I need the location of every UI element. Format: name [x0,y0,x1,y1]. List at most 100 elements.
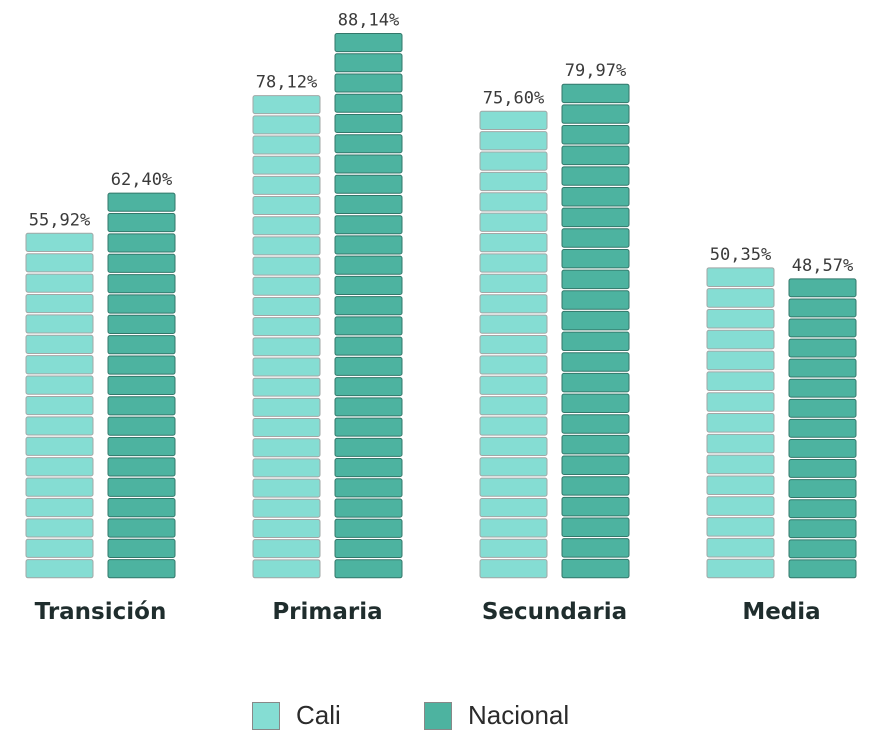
bar-tile [788,559,857,579]
bar-tile [334,53,403,73]
bar-tile [25,273,94,293]
bar-tile [706,288,775,308]
bar-tile [25,559,94,579]
bar-tile [788,358,857,378]
bar-tile [479,396,548,416]
category-label: Transición [35,599,167,625]
data-label-nacional-1: 62,40% [111,170,172,190]
data-label-nacional-4: 48,57% [792,256,853,276]
bar-tile [107,355,176,375]
bar-tile [561,434,630,455]
bar-tile [107,457,176,477]
bar-tile [479,131,548,151]
bar-tile [561,166,630,186]
bar-tile [479,436,548,457]
bar-tile [252,296,321,316]
bar-tile [334,458,403,478]
bar-tile [334,73,403,93]
bar-tile [561,455,630,476]
bar-tile [107,294,176,314]
bar-tile [252,337,321,357]
bar-tile [561,496,630,517]
bar-tile [334,539,403,559]
bar-tile [479,294,548,314]
bar-tile [479,355,548,375]
bar-tile [107,253,176,273]
bar-tile [252,256,321,276]
bar-tile [479,416,548,436]
bar-tile [788,539,857,559]
bar-tile [561,83,630,104]
bar-tile [479,559,548,579]
bar-tile [479,212,548,232]
bar-tile [334,559,403,579]
bar-tile [479,110,548,130]
bar-tile [706,517,775,537]
bar-tile [561,228,630,248]
bar-tile [561,269,630,290]
bar-tile [334,275,403,295]
bar-tile [334,296,403,316]
bar-cali-2 [252,95,321,579]
bar-tile [788,318,857,338]
bar-tile [706,496,775,516]
bar-tile [252,115,321,135]
bar-tile [25,477,94,497]
bar-tile [788,438,857,458]
bar-tile [561,248,630,269]
bar-tile [479,334,548,355]
bar-tile [479,477,548,497]
bar-tile [252,559,321,579]
bar-tile [561,352,630,372]
bar-tile [252,478,321,498]
bar-tile [788,479,857,498]
bar-tile [706,475,775,496]
bar-tile [706,413,775,433]
legend-label-nacional: Nacional [468,700,570,730]
bar-tile [479,273,548,293]
bar-tile [107,314,176,334]
bar-tile [788,338,857,358]
bar-tile [788,459,857,478]
bar-tile [334,235,403,255]
data-label-nacional-2: 88,14% [338,11,399,31]
bar-tile [252,377,321,397]
bar-tile [107,192,176,212]
bar-tile [479,457,548,477]
data-label-cali-1: 55,92% [29,210,90,230]
bar-tile [107,335,176,355]
bar-tile [561,104,630,124]
bar-tile [706,267,775,287]
bar-tile [25,232,94,252]
bar-nacional-4 [788,278,857,579]
bar-tile [706,371,775,392]
bar-tile [334,498,403,518]
legend-label-cali: Cali [296,700,341,730]
bar-tile [788,499,857,519]
legend-item-nacional: Nacional [424,700,569,731]
bar-tile [107,559,176,579]
bar-tile [25,293,94,314]
bar-tile [252,95,321,115]
bar-tile [107,416,176,436]
bar-nacional-1 [107,192,176,579]
bar-tile [479,497,548,518]
bar-tile [25,497,94,518]
bar-tile [334,356,403,376]
category-label: Media [742,599,820,625]
data-label-nacional-3: 79,97% [565,61,626,81]
bar-tile [561,393,630,414]
bar-cali-3 [479,110,548,579]
bar-tile [561,538,630,558]
bar-tile [479,192,548,212]
bar-tile [788,278,857,298]
bar-tile [107,396,176,416]
bar-tile [479,233,548,253]
bar-tile [561,558,630,579]
bar-tile [252,458,321,478]
bar-tile [334,113,403,134]
bar-tile [25,375,94,395]
bar-tile [334,417,403,437]
bar-tile [334,336,403,356]
bar-tile [561,310,630,331]
